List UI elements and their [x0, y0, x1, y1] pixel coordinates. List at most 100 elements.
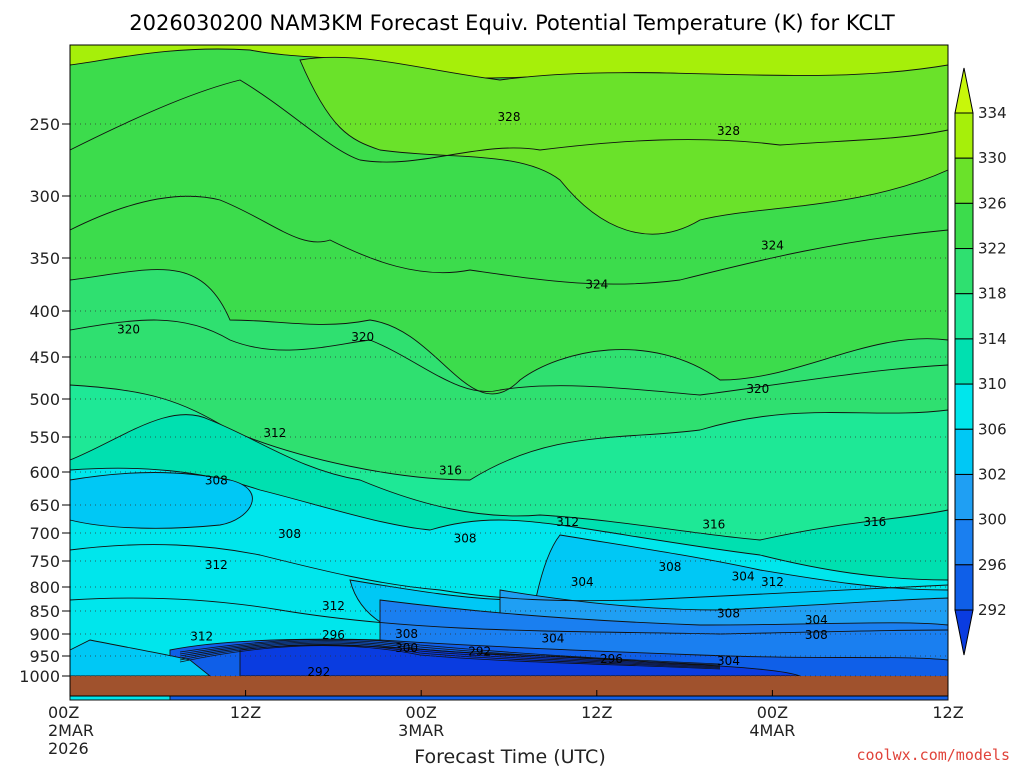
contour-label-304: 304 [717, 654, 740, 668]
frontal-contour-2 [179, 641, 721, 667]
colorbar-segment [954, 202, 974, 250]
contour-label-324: 324 [585, 278, 608, 292]
contour-label-292: 292 [468, 645, 491, 659]
x-tick-label: 12Z [932, 703, 963, 722]
contour-line-1 [69, 195, 949, 285]
contour-line-0 [69, 79, 949, 163]
contour-label-296: 296 [600, 652, 623, 666]
contour-label-308: 308 [395, 627, 418, 641]
y-tick-label: 900 [29, 625, 60, 644]
y-tick-label: 600 [29, 463, 60, 482]
y-tick-label: 300 [29, 187, 60, 206]
colorbar-label: 322 [978, 240, 1007, 258]
frontal-contour-0 [179, 638, 721, 665]
y-tick-label: 950 [29, 647, 60, 666]
plot-area [69, 44, 949, 701]
colorbar-segment [954, 248, 974, 295]
colorbar-segment [954, 293, 974, 340]
contour-label-312: 312 [322, 599, 345, 613]
x-tick-label: 4MAR [749, 721, 795, 740]
colorbar-label: 318 [978, 285, 1007, 303]
y-tick-label: 1000 [19, 667, 60, 686]
contour-label-300: 300 [395, 641, 418, 655]
contour-label-312: 312 [205, 558, 228, 572]
x-tick-label: 2MAR [48, 721, 94, 740]
colorbar-label: 314 [978, 330, 1007, 348]
colorbar-segment [954, 383, 974, 430]
contour-label-308: 308 [717, 606, 740, 620]
contour-label-316: 316 [439, 464, 462, 478]
colorbar-segment [954, 157, 974, 204]
y-tick-label: 350 [29, 249, 60, 268]
contour-label-308: 308 [278, 527, 301, 541]
contour-line-4 [69, 597, 949, 635]
colorbar-segment [954, 338, 974, 385]
credit-link[interactable]: coolwx.com/models [856, 746, 1010, 764]
contour-label-312: 312 [190, 630, 213, 644]
colorbar: 334 330 326 322 318 314 310 306 302 300 296 292 [954, 67, 1007, 656]
x-tick-label: 00Z [757, 703, 788, 722]
y-tick-label: 550 [29, 428, 60, 447]
plot-frame [69, 44, 949, 697]
contour-label-324: 324 [761, 239, 784, 253]
colorbar-segment [954, 428, 974, 475]
contour-label-308: 308 [454, 532, 477, 546]
contour-label-320: 320 [117, 322, 140, 336]
x-tick-label: 3MAR [398, 721, 444, 740]
y-tick-label: 650 [29, 496, 60, 515]
field-band-1 [299, 56, 949, 235]
colorbar-label: 300 [978, 511, 1007, 529]
contour-label-328: 328 [717, 124, 740, 138]
x-tick-label: 12Z [581, 703, 612, 722]
x-tick-label: 00Z [48, 703, 79, 722]
contour-label-308: 308 [805, 628, 828, 642]
frontal-contour-4 [179, 644, 721, 669]
contour-label-312: 312 [556, 515, 579, 529]
colorbar-label: 326 [978, 194, 1007, 212]
frontal-contour-1 [179, 640, 721, 666]
y-tick-label: 800 [29, 578, 60, 597]
colorbar-label: 306 [978, 420, 1007, 438]
contour-line-2 [69, 319, 949, 396]
contour-label-308: 308 [205, 474, 228, 488]
frontal-contour-3 [179, 642, 721, 668]
contour-label-328: 328 [498, 110, 521, 124]
x-tick-label: 12Z [230, 703, 261, 722]
field-band-6 [69, 472, 253, 529]
y-tick-label: 250 [29, 115, 60, 134]
colorbar-label: 330 [978, 149, 1007, 167]
colorbar-label: 296 [978, 556, 1007, 574]
contour-label-312: 312 [263, 426, 286, 440]
y-tick-label: 500 [29, 390, 60, 409]
colorbar-segment [954, 519, 974, 566]
y-tick-label: 400 [29, 302, 60, 321]
y-tick-label: 450 [29, 348, 60, 367]
y-tick-label: 700 [29, 524, 60, 543]
contour-label-320: 320 [746, 382, 769, 396]
contour-label-312: 312 [761, 575, 784, 589]
contour-label-304: 304 [732, 570, 755, 584]
colorbar-label: 302 [978, 465, 1007, 483]
colorbar-label: 334 [978, 104, 1007, 122]
colorbar-top-arrow [954, 67, 974, 114]
contour-label-304: 304 [541, 631, 564, 645]
contour-label-292: 292 [307, 665, 330, 679]
ground-bar [70, 676, 948, 696]
colorbar-segment [954, 564, 974, 611]
colorbar-label: 292 [978, 601, 1007, 619]
frontal-contour-5 [179, 645, 721, 670]
contour-label-320: 320 [351, 330, 374, 344]
y-tick-label: 850 [29, 602, 60, 621]
contour-label-304: 304 [571, 575, 594, 589]
x-tick-label: 00Z [406, 703, 437, 722]
contour-line-3 [69, 544, 949, 602]
chart-title: 2026030200 NAM3KM Forecast Equiv. Potent… [129, 11, 895, 35]
x-tick-label: 2026 [48, 739, 89, 758]
colorbar-bottom-arrow [954, 609, 974, 656]
x-axis-label: Forecast Time (UTC) [414, 746, 605, 768]
contour-label-304: 304 [805, 613, 828, 627]
contour-label-316: 316 [702, 518, 725, 532]
colorbar-segment [954, 473, 974, 521]
